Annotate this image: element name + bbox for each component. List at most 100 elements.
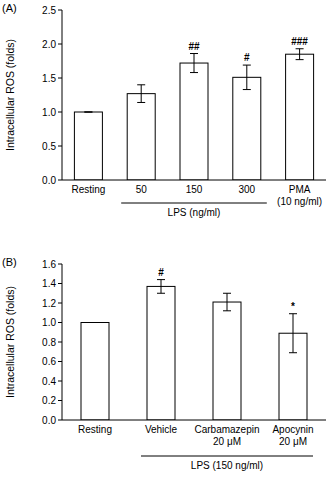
group-line [141,456,313,457]
error-cap [243,89,251,90]
error-cap [157,279,165,280]
error-line [246,65,247,89]
plot-area [81,280,307,420]
error-line [141,85,142,103]
plot-area [74,49,313,180]
bar [147,286,175,420]
x-tick-label-line: 20 μM [279,436,307,447]
significance-label: # [158,267,164,278]
x-tick-label-line: 50 [136,184,148,195]
y-tick-label: 1.0 [42,107,56,118]
error-cap [157,293,165,294]
significance-label: ## [188,41,200,52]
error-bar [296,49,304,60]
significance-label: ### [291,36,308,47]
y-tick [58,78,62,79]
y-tick-label: 2.5 [42,5,56,16]
y-axis-label: Intracellular ROS (folds) [4,39,16,151]
y-tick [58,342,62,343]
error-cap [91,322,99,323]
y-tick-label: 1.6 [42,259,56,270]
bar [81,323,109,421]
y-tick [58,400,62,401]
error-cap [223,293,231,294]
error-line [194,54,195,73]
group-label: LPS (150 ng/ml) [191,460,263,471]
y-tick-label: 1.5 [42,73,56,84]
y-tick-label: 0.0 [42,175,56,186]
x-tick-label-line: Carbamazepin [194,424,259,435]
x-axis [62,420,326,421]
y-tick-label: 0.6 [42,356,56,367]
y-tick-label: 0.8 [42,337,56,348]
significance-label: * [291,301,295,312]
error-bar [223,293,231,311]
error-cap [243,65,251,66]
panel-title: (A) [2,2,17,14]
error-bar [190,54,198,73]
x-tick-label-line: Apocynin [272,424,313,435]
error-cap [137,102,145,103]
x-tick-label: Resting [71,184,105,195]
y-tick-label: 2.0 [42,39,56,50]
x-tick-label-line: (10 ng/ml) [277,196,322,207]
bar [180,63,208,180]
x-tick-label: Resting [78,424,112,435]
x-tick-label: 300 [238,184,255,195]
x-tick-label-line: PMA [289,184,311,195]
y-tick-label: 1.0 [42,317,56,328]
y-tick-label: 0.0 [42,415,56,426]
error-line [161,280,162,294]
x-tick-label-line: 150 [186,184,203,195]
error-cap [296,48,304,49]
error-cap [289,313,297,314]
panel-title: (B) [2,256,17,268]
y-tick [58,381,62,382]
error-cap [91,322,99,323]
y-tick-label: 0.5 [42,141,56,152]
error-bar [243,65,251,89]
y-axis-label: Intracellular ROS (folds) [4,286,16,398]
error-line [293,314,294,353]
y-tick-label: 1.2 [42,298,56,309]
y-tick [58,264,62,265]
x-tick-label: Apocynin20 μM [272,424,313,447]
error-cap [289,352,297,353]
error-bar [157,280,165,294]
y-tick [58,10,62,11]
error-cap [223,310,231,311]
x-tick-label: 50 [136,184,148,195]
bar [74,112,102,180]
bar [127,94,155,180]
error-line [299,49,300,60]
error-line [227,293,228,311]
y-tick [58,303,62,304]
error-cap [137,84,145,85]
x-tick-label-line: 300 [238,184,255,195]
y-tick [58,283,62,284]
y-tick-label: 0.2 [42,395,56,406]
y-axis [62,10,63,180]
x-tick-label: Carbamazepin20 μM [194,424,259,447]
error-bar [289,314,297,353]
y-tick [58,146,62,147]
y-tick-label: 1.4 [42,278,56,289]
group-line [121,203,267,204]
group-label: LPS (ng/ml) [168,207,221,218]
error-cap [84,112,92,113]
bar [213,302,241,420]
error-cap [190,72,198,73]
error-bar [91,322,99,323]
x-tick-label: Vehicle [145,424,178,435]
error-bar [84,112,92,113]
y-tick [58,322,62,323]
y-tick [58,180,62,181]
bar [233,77,261,180]
y-axis [62,264,63,420]
y-tick [58,361,62,362]
chart-root: (A) Intracellular ROS (folds) 0.0 0.5 1.0 1.5… [0,0,333,500]
y-tick [58,112,62,113]
y-tick-label: 0.4 [42,376,56,387]
x-tick-label: PMA(10 ng/ml) [277,184,322,207]
y-tick [58,44,62,45]
